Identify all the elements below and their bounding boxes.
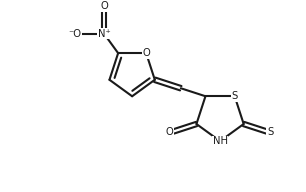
Text: N⁺: N⁺ <box>98 29 110 39</box>
Text: NH: NH <box>213 136 228 146</box>
Text: S: S <box>267 127 273 137</box>
Text: O: O <box>165 127 173 137</box>
Text: O: O <box>142 48 150 58</box>
Text: O: O <box>100 1 108 11</box>
Text: ⁻O: ⁻O <box>69 29 82 39</box>
Text: S: S <box>232 91 238 101</box>
